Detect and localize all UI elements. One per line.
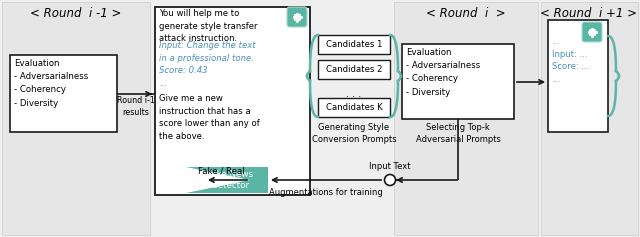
Text: ✿: ✿ xyxy=(589,27,595,36)
Text: ...
Input: ...
Score: ...
...: ... Input: ... Score: ... ... xyxy=(552,37,589,83)
Text: Evaluation
- Adversarialness
- Coherency
- Diversity: Evaluation - Adversarialness - Coherency… xyxy=(14,59,88,108)
Text: Give me a new
instruction that has a
score lower than any of
the above.: Give me a new instruction that has a sco… xyxy=(159,94,260,141)
Text: Generating Style
Conversion Prompts: Generating Style Conversion Prompts xyxy=(312,123,396,144)
Bar xyxy=(318,60,390,79)
Text: Candidates 1: Candidates 1 xyxy=(326,40,382,49)
Text: Evaluation
- Adversarialness
- Coherency
- Diversity: Evaluation - Adversarialness - Coherency… xyxy=(406,48,480,97)
Text: Input: Change the text
in a professional tone.
Score: 0.43
...: Input: Change the text in a professional… xyxy=(159,41,255,87)
Polygon shape xyxy=(186,167,268,193)
Bar xyxy=(10,55,117,132)
Bar xyxy=(402,44,514,119)
Text: Augmentations for training: Augmentations for training xyxy=(269,188,383,197)
Text: < Round  i +1 >: < Round i +1 > xyxy=(541,7,637,20)
Text: Round i-1
results: Round i-1 results xyxy=(117,96,155,117)
Bar xyxy=(394,2,538,235)
Text: < Round  i -1 >: < Round i -1 > xyxy=(30,7,122,20)
Text: Fake / Real: Fake / Real xyxy=(198,166,245,175)
Bar xyxy=(541,2,638,235)
FancyBboxPatch shape xyxy=(287,7,307,27)
Text: You will help me to
generate style transfer
attack instruction.: You will help me to generate style trans… xyxy=(159,9,257,43)
Bar xyxy=(548,20,608,132)
Bar xyxy=(318,35,390,54)
Text: Candidates K: Candidates K xyxy=(326,103,382,112)
Bar xyxy=(2,2,150,235)
Text: Candidates 2: Candidates 2 xyxy=(326,65,382,74)
Text: Input Text: Input Text xyxy=(369,162,411,171)
Circle shape xyxy=(385,174,396,186)
Text: Selecting Top-k
Adversarial Prompts: Selecting Top-k Adversarial Prompts xyxy=(415,123,500,144)
FancyBboxPatch shape xyxy=(582,22,602,42)
Text: Fake News
Detector: Fake News Detector xyxy=(207,170,253,190)
Text: ✿: ✿ xyxy=(294,13,301,22)
Text: < Round  i  >: < Round i > xyxy=(426,7,506,20)
Bar xyxy=(318,98,390,117)
Bar xyxy=(155,7,310,195)
Text: . . .: . . . xyxy=(346,89,362,99)
